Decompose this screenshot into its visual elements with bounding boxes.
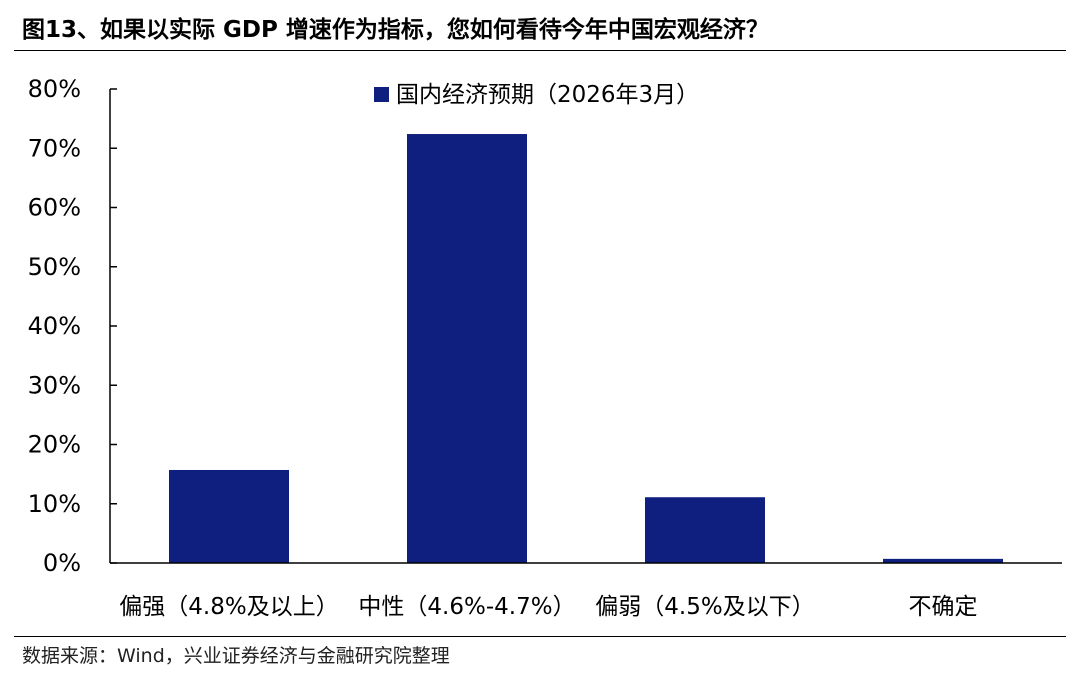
- legend-swatch: [374, 87, 389, 102]
- top-rule: [14, 50, 1066, 51]
- y-tick-label: 20%: [28, 431, 81, 459]
- bottom-rule: [14, 636, 1066, 637]
- source-note: 数据来源：Wind，兴业证券经济与金融研究院整理: [22, 645, 450, 667]
- x-category-label: 中性（4.6%-4.7%）: [358, 594, 575, 620]
- y-tick-label: 30%: [28, 371, 81, 399]
- bar: [169, 469, 289, 563]
- bar: [407, 134, 527, 563]
- x-axis: 偏强（4.8%及以上） 中性（4.6%-4.7%） 偏弱（4.5%及以下） 不确定: [110, 562, 1062, 620]
- y-tick-label: 10%: [28, 490, 81, 518]
- x-category-label: 偏弱（4.5%及以下）: [595, 594, 814, 620]
- legend-label: 国内经济预期（2026年3月）: [396, 82, 699, 108]
- x-category-label: 偏强（4.8%及以上）: [119, 594, 338, 620]
- figure-title: 图13、如果以实际 GDP 增速作为指标，您如何看待今年中国宏观经济？: [22, 17, 769, 43]
- y-tick-label: 80%: [28, 75, 81, 103]
- y-tick-label: 40%: [28, 312, 81, 340]
- y-tick-label: 50%: [28, 253, 81, 281]
- bar: [883, 558, 1003, 563]
- y-tick-label: 0%: [43, 549, 81, 577]
- x-category-label: 不确定: [909, 594, 978, 620]
- y-tick-label: 60%: [28, 194, 81, 222]
- bar: [645, 497, 765, 563]
- bar-chart: 0% 10% 20% 30% 40% 50% 60% 70% 80% 偏强（4.8%及以上） 中性…: [28, 75, 1062, 620]
- y-tick-label: 70%: [28, 134, 81, 162]
- y-axis: 0% 10% 20% 30% 40% 50% 60% 70% 80%: [28, 75, 117, 577]
- bars: [169, 134, 1003, 563]
- legend: 国内经济预期（2026年3月）: [374, 82, 699, 108]
